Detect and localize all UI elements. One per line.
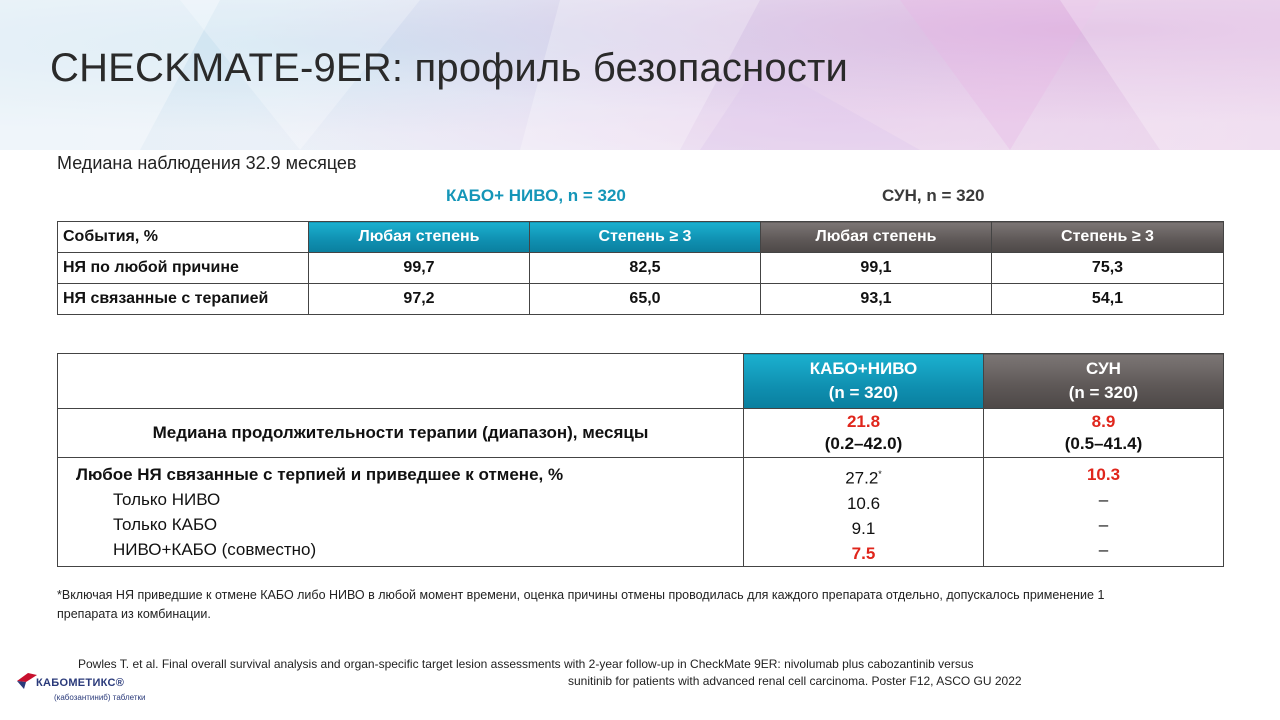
discontinuation-sun-values: 10.3 – – – bbox=[983, 457, 1224, 567]
row-label: НЯ по любой причине bbox=[57, 252, 309, 284]
table-cell: 10.6 bbox=[846, 493, 881, 513]
treatment-duration-table: КАБО+НИВО (n = 320) СУН (n = 320) Медиан… bbox=[57, 353, 1224, 567]
discontinuation-kabo-total: 27.2* bbox=[744, 462, 983, 491]
table-row-duration: Медиана продолжительности терапии (диапа… bbox=[57, 408, 1224, 458]
row-label: Любое НЯ связанные с терпией и приведшее… bbox=[76, 465, 564, 484]
brand-logo: КАБОМЕТИКС® (кабозантиниб) таблетки bbox=[16, 667, 146, 707]
column-header-kabo-nivo: КАБО+НИВО (n = 320) bbox=[743, 353, 984, 409]
row-label: НЯ связанные с терапией bbox=[57, 283, 309, 315]
reference-line-2: sunitinib for patients with advanced ren… bbox=[568, 674, 1022, 688]
table-cell: 82,5 bbox=[529, 252, 761, 284]
table-cell: 65,0 bbox=[529, 283, 761, 315]
empty-header-cell bbox=[57, 353, 744, 409]
value: 27.2 bbox=[845, 468, 879, 488]
group-label-sun: СУН, n = 320 bbox=[882, 186, 985, 205]
column-header-kabo-any-grade: Любая степень bbox=[308, 221, 530, 253]
column-header-sun-grade3: Степень ≥ 3 bbox=[991, 221, 1224, 253]
duration-kabo-range: (0.2–42.0) bbox=[824, 434, 903, 453]
table-header-row: КАБО+НИВО (n = 320) СУН (n = 320) bbox=[57, 353, 1224, 409]
header-name: СУН bbox=[1086, 359, 1121, 378]
logo-mark-icon bbox=[17, 673, 37, 689]
discontinuation-sun-total: 10.3 bbox=[1086, 465, 1121, 484]
duration-sun-cell: 8.9 (0.5–41.4) bbox=[983, 408, 1224, 458]
duration-sun-range: (0.5–41.4) bbox=[1064, 434, 1143, 453]
column-header-events: События, % bbox=[57, 221, 309, 253]
table-cell: – bbox=[1098, 515, 1109, 534]
group-label-kabo-nivo: КАБО+ НИВО, n = 320 bbox=[446, 186, 626, 205]
table-cell: 93,1 bbox=[760, 283, 992, 315]
table-row-discontinuation: Любое НЯ связанные с терпией и приведшее… bbox=[57, 457, 1224, 567]
table-row: НЯ по любой причине 99,7 82,5 99,1 75,3 bbox=[57, 252, 1224, 284]
logo-subtitle: (кабозантиниб) таблетки bbox=[54, 693, 146, 702]
duration-kabo-cell: 21.8 (0.2–42.0) bbox=[743, 408, 984, 458]
duration-sun-value: 8.9 bbox=[1091, 412, 1116, 431]
header-n: (n = 320) bbox=[1068, 383, 1139, 402]
decorative-polygons bbox=[0, 0, 1280, 150]
column-header-sun: СУН (n = 320) bbox=[983, 353, 1224, 409]
adverse-events-table: События, % Любая степень Степень ≥ 3 Люб… bbox=[57, 221, 1224, 315]
sub-row-label: Только КАБО bbox=[113, 515, 218, 534]
table-cell: 9.1 bbox=[851, 518, 876, 538]
sub-row-label: НИВО+КАБО (совместно) bbox=[113, 540, 317, 559]
page-title: CHECKMATE-9ER: профиль безопасности bbox=[50, 46, 849, 90]
table-cell: – bbox=[1098, 490, 1109, 509]
column-header-kabo-grade3: Степень ≥ 3 bbox=[529, 221, 761, 253]
row-label: Медиана продолжительности терапии (диапа… bbox=[57, 408, 744, 458]
header-n: (n = 320) bbox=[828, 383, 899, 402]
table-header-row: События, % Любая степень Степень ≥ 3 Люб… bbox=[57, 221, 1224, 253]
table-cell: 99,1 bbox=[760, 252, 992, 284]
table-cell: 99,7 bbox=[308, 252, 530, 284]
footnote-marker: * bbox=[878, 469, 882, 479]
follow-up-note: Медиана наблюдения 32.9 месяцев bbox=[57, 153, 357, 173]
header-background bbox=[0, 0, 1280, 150]
discontinuation-labels: Любое НЯ связанные с терпией и приведшее… bbox=[57, 457, 744, 567]
logo-name: КАБОМЕТИКС® bbox=[36, 677, 125, 689]
discontinuation-kabo-values: 27.2* 10.6 9.1 7.5 bbox=[743, 457, 984, 567]
header-name: КАБО+НИВО bbox=[809, 359, 918, 378]
table-cell: – bbox=[1098, 540, 1109, 559]
footnote: *Включая НЯ приведшие к отмене КАБО либо… bbox=[57, 588, 1105, 621]
table-cell: 97,2 bbox=[308, 283, 530, 315]
reference-line-1: Powles T. et al. Final overall survival … bbox=[78, 657, 974, 671]
column-header-sun-any-grade: Любая степень bbox=[760, 221, 992, 253]
table-cell: 75,3 bbox=[991, 252, 1224, 284]
duration-kabo-value: 21.8 bbox=[846, 412, 881, 431]
table-row: НЯ связанные с терапией 97,2 65,0 93,1 5… bbox=[57, 283, 1224, 315]
table-cell: 7.5 bbox=[851, 543, 876, 563]
sub-row-label: Только НИВО bbox=[113, 490, 221, 509]
table-cell: 54,1 bbox=[991, 283, 1224, 315]
